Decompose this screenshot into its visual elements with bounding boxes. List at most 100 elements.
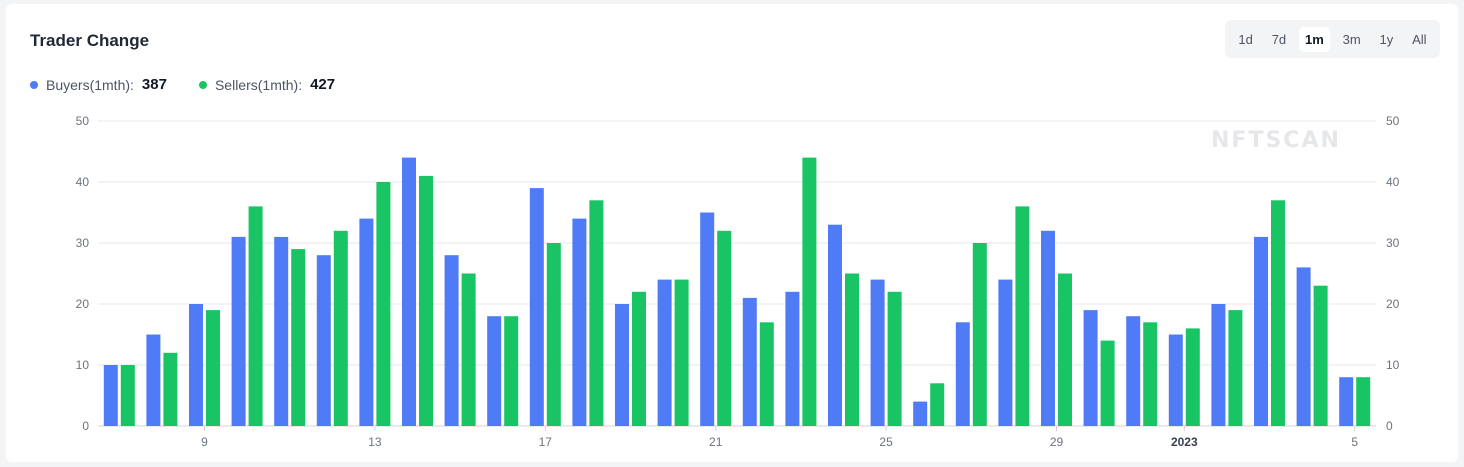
legend-buyers-label: Buyers(1mth): <box>46 76 134 93</box>
range-1y-button[interactable]: 1y <box>1374 27 1400 52</box>
sellers-bar <box>1100 340 1115 426</box>
buyers-bar <box>189 304 203 426</box>
sellers-bar <box>674 279 689 426</box>
buyers-bar <box>1339 377 1354 426</box>
buyers-bar <box>231 236 246 426</box>
buyers-bar <box>274 236 289 426</box>
y-tick-label-right: 30 <box>1386 236 1400 250</box>
buyers-bar <box>316 255 331 426</box>
sellers-bar <box>419 175 433 426</box>
x-tick-label: 13 <box>368 435 382 449</box>
y-tick-label-right: 10 <box>1386 358 1400 372</box>
legend-sellers-label: Sellers(1mth): <box>214 76 303 93</box>
sellers-bar <box>1058 273 1072 426</box>
sellers-bar <box>206 310 220 426</box>
sellers-bar <box>1271 200 1285 426</box>
sellers-bar <box>120 365 135 426</box>
buyers-bar <box>828 224 842 426</box>
buyers-bar <box>998 279 1013 426</box>
x-tick-label: 21 <box>709 435 723 449</box>
legend-buyers-value: 387 <box>141 76 167 93</box>
sellers-bar <box>972 243 987 426</box>
sellers-bar <box>1015 206 1030 426</box>
y-tick-label-left: 30 <box>76 236 90 250</box>
sellers-bar <box>1185 328 1200 426</box>
x-tick-label: 2023 <box>1171 435 1198 449</box>
x-tick-label: 9 <box>201 435 208 449</box>
range-7d-button[interactable]: 7d <box>1266 27 1292 52</box>
sellers-bar <box>717 230 732 426</box>
x-tick-label: 29 <box>1050 435 1064 449</box>
buyers-bar <box>1296 267 1311 426</box>
legend-item-sellers[interactable]: Sellers(1mth): 427 <box>198 76 336 93</box>
sellers-bar <box>163 352 178 426</box>
y-tick-label-left: 0 <box>82 419 89 433</box>
sellers-bar <box>1356 377 1371 426</box>
sellers-bar <box>546 243 561 426</box>
x-tick-label: 17 <box>539 435 553 449</box>
sellers-bar <box>930 383 945 426</box>
y-tick-label-left: 20 <box>76 297 90 311</box>
sellers-bar <box>1228 310 1243 426</box>
x-tick-label: 5 <box>1351 435 1358 449</box>
range-1m-button[interactable]: 1m <box>1299 26 1330 52</box>
watermark-logo: NFTSCAN <box>1211 128 1341 153</box>
range-all-button[interactable]: All <box>1406 27 1432 52</box>
sellers-bar <box>887 291 902 426</box>
buyers-bar <box>103 365 118 426</box>
sellers-bar <box>291 249 306 426</box>
buyers-bar <box>402 157 416 426</box>
sellers-bar <box>759 322 774 426</box>
x-tick-label: 25 <box>879 435 893 449</box>
chart-title: Trader Change <box>30 31 150 50</box>
sellers-bar <box>589 200 604 426</box>
sellers-bar <box>248 206 263 426</box>
buyers-bar <box>955 322 970 426</box>
y-tick-label-left: 40 <box>76 175 90 189</box>
range-1d-button[interactable]: 1d <box>1232 27 1258 52</box>
buyers-bar <box>1168 334 1183 426</box>
buyers-bar <box>700 212 715 426</box>
legend-sellers-value: 427 <box>310 76 336 93</box>
buyers-bar <box>913 401 928 426</box>
y-tick-label-right: 50 <box>1386 114 1400 128</box>
time-range-switch: 1d 7d 1m 3m 1y All <box>1225 20 1440 58</box>
y-tick-label-right: 40 <box>1386 175 1400 189</box>
buyers-bar <box>1083 310 1098 426</box>
buyers-bar <box>1211 304 1226 426</box>
legend-item-buyers[interactable]: Buyers(1mth): 387 <box>30 76 167 93</box>
sellers-bar <box>632 291 646 426</box>
legend: Buyers(1mth): 387 Sellers(1mth): 427 <box>30 76 367 93</box>
buyers-bar <box>146 334 161 426</box>
buyers-bar <box>1126 316 1141 426</box>
y-tick-label-right: 0 <box>1386 419 1393 433</box>
sellers-bar <box>1143 322 1158 426</box>
buyers-bar <box>529 188 544 426</box>
buyers-bar <box>742 297 757 426</box>
range-3m-button[interactable]: 3m <box>1337 27 1367 52</box>
buyers-dot-icon <box>30 80 38 89</box>
sellers-bar <box>504 316 519 426</box>
sellers-bar <box>333 230 348 426</box>
buyers-bar <box>615 304 629 426</box>
sellers-bar <box>461 273 476 426</box>
y-tick-label-left: 10 <box>76 358 90 372</box>
sellers-bar <box>376 182 391 426</box>
sellers-bar <box>1313 285 1328 426</box>
buyers-bar <box>785 291 800 426</box>
buyers-bar <box>359 218 374 426</box>
sellers-bar <box>802 157 817 426</box>
sellers-bar <box>845 273 859 426</box>
buyers-bar <box>487 316 502 426</box>
trader-change-card: Trader Change 1d 7d 1m 3m 1y All Buyers(… <box>6 4 1458 462</box>
sellers-dot-icon <box>198 80 207 89</box>
buyers-bar <box>1041 230 1055 426</box>
buyers-bar <box>870 279 885 426</box>
buyers-bar <box>657 279 672 426</box>
buyers-bar <box>1254 236 1268 426</box>
y-tick-label-right: 20 <box>1386 297 1400 311</box>
y-tick-label-left: 50 <box>76 114 90 128</box>
buyers-bar <box>572 218 587 426</box>
buyers-bar <box>444 255 459 426</box>
